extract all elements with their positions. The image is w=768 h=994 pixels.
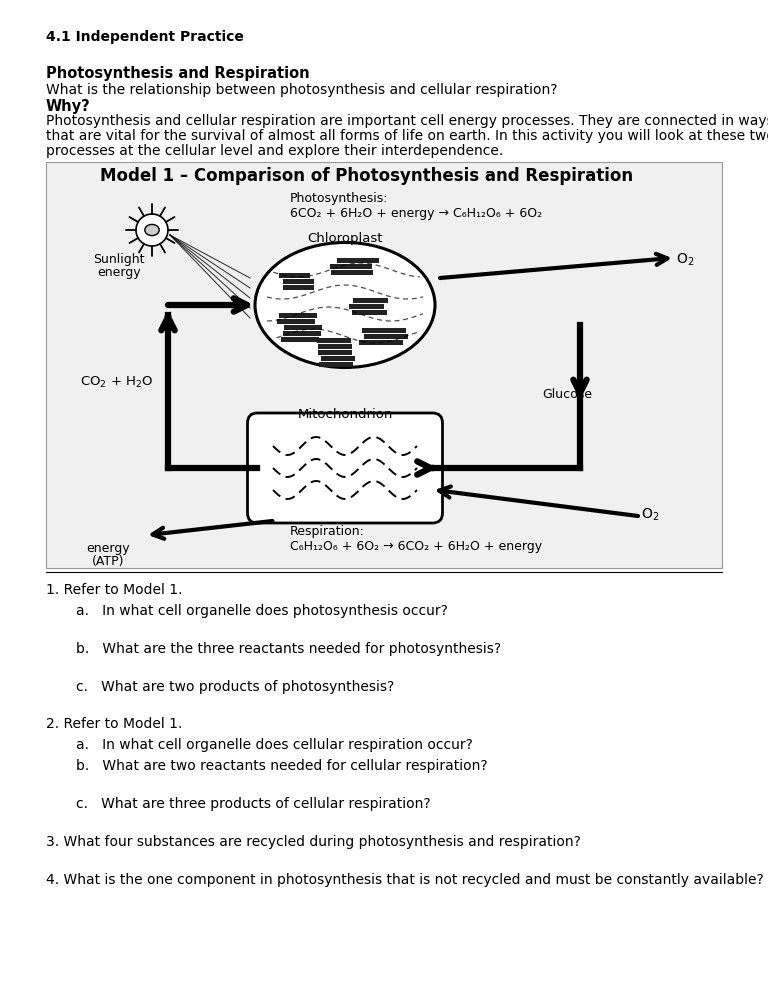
Bar — [319, 362, 353, 367]
Text: Respiration:: Respiration: — [290, 525, 365, 538]
Text: CO$_2$ + H$_2$O: CO$_2$ + H$_2$O — [80, 375, 154, 390]
Text: Model 1 – Comparison of Photosynthesis and Respiration: Model 1 – Comparison of Photosynthesis a… — [100, 167, 633, 185]
Bar — [279, 312, 317, 317]
Bar — [284, 324, 322, 329]
Ellipse shape — [145, 225, 159, 236]
Text: c.   What are three products of cellular respiration?: c. What are three products of cellular r… — [76, 797, 431, 811]
Bar — [330, 263, 372, 268]
Text: O$_2$: O$_2$ — [676, 252, 694, 268]
Text: a.   In what cell organelle does photosynthesis occur?: a. In what cell organelle does photosynt… — [76, 604, 448, 618]
Text: energy: energy — [86, 542, 130, 555]
Text: Glucose: Glucose — [542, 388, 592, 401]
Bar — [359, 340, 403, 345]
Text: Chloroplast: Chloroplast — [307, 232, 382, 245]
Bar — [281, 337, 319, 342]
Bar — [46, 162, 722, 568]
Text: energy: energy — [98, 266, 141, 279]
Text: 1. Refer to Model 1.: 1. Refer to Model 1. — [46, 583, 183, 597]
Text: C₆H₁₂O₆ + 6O₂ → 6CO₂ + 6H₂O + energy: C₆H₁₂O₆ + 6O₂ → 6CO₂ + 6H₂O + energy — [290, 540, 542, 553]
Text: 3. What four substances are recycled during photosynthesis and respiration?: 3. What four substances are recycled dur… — [46, 835, 581, 849]
Bar — [352, 309, 386, 314]
Text: 4. What is the one component in photosynthesis that is not recycled and must be : 4. What is the one component in photosyn… — [46, 873, 763, 887]
Text: 6CO₂ + 6H₂O + energy → C₆H₁₂O₆ + 6O₂: 6CO₂ + 6H₂O + energy → C₆H₁₂O₆ + 6O₂ — [290, 207, 542, 220]
Text: O$_2$: O$_2$ — [641, 507, 659, 524]
Text: Sunlight: Sunlight — [93, 253, 144, 266]
Text: What is the relationship between photosynthesis and cellular respiration?: What is the relationship between photosy… — [46, 83, 558, 97]
Bar — [321, 356, 355, 361]
Bar — [277, 318, 315, 323]
Bar — [362, 327, 406, 333]
Text: (ATP): (ATP) — [91, 555, 124, 568]
Bar — [353, 297, 388, 302]
Text: b.   What are the three reactants needed for photosynthesis?: b. What are the three reactants needed f… — [76, 642, 502, 656]
Bar — [364, 334, 408, 339]
Bar — [317, 338, 351, 343]
Bar — [283, 278, 313, 283]
Bar — [349, 303, 383, 308]
Text: Why?: Why? — [46, 99, 91, 114]
Bar — [283, 284, 313, 289]
Text: Mitochondrion: Mitochondrion — [297, 408, 392, 421]
Circle shape — [136, 214, 168, 246]
Ellipse shape — [255, 243, 435, 368]
Text: b.   What are two reactants needed for cellular respiration?: b. What are two reactants needed for cel… — [76, 759, 488, 773]
Text: a.   In what cell organelle does cellular respiration occur?: a. In what cell organelle does cellular … — [76, 739, 473, 752]
FancyBboxPatch shape — [247, 413, 442, 523]
Text: c.   What are two products of photosynthesis?: c. What are two products of photosynthes… — [76, 680, 394, 694]
Bar — [337, 257, 379, 262]
Bar — [318, 344, 352, 349]
Text: Photosynthesis and cellular respiration are important cell energy processes. The: Photosynthesis and cellular respiration … — [46, 114, 768, 128]
Text: 2. Refer to Model 1.: 2. Refer to Model 1. — [46, 718, 182, 732]
Bar — [331, 269, 373, 274]
Text: that are vital for the survival of almost all forms of life on earth. In this ac: that are vital for the survival of almos… — [46, 129, 768, 143]
Text: processes at the cellular level and explore their interdependence.: processes at the cellular level and expl… — [46, 144, 503, 158]
Text: Photosynthesis and Respiration: Photosynthesis and Respiration — [46, 66, 310, 81]
Bar — [279, 272, 310, 277]
Bar — [318, 350, 352, 355]
Text: 4.1 Independent Practice: 4.1 Independent Practice — [46, 30, 244, 44]
Bar — [283, 330, 321, 336]
Text: Photosynthesis:: Photosynthesis: — [290, 192, 389, 205]
